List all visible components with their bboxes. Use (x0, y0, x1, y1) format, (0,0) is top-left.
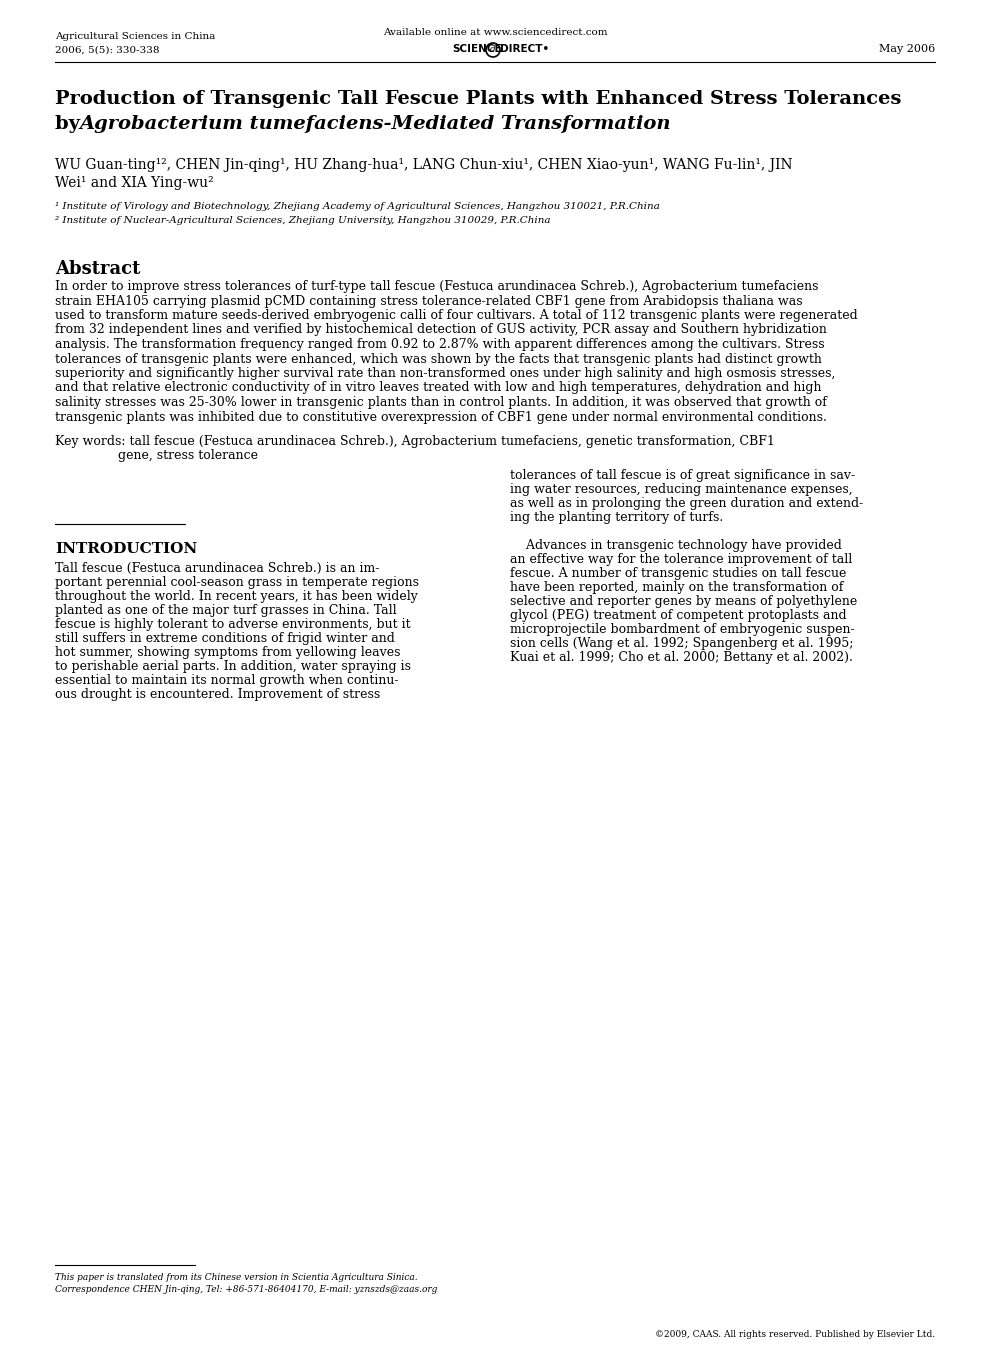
Text: ing the planting territory of turfs.: ing the planting territory of turfs. (510, 512, 724, 524)
Text: May 2006: May 2006 (879, 45, 935, 54)
Text: ² Institute of Nuclear-Agricultural Sciences, Zhejiang University, Hangzhou 3100: ² Institute of Nuclear-Agricultural Scie… (55, 216, 550, 225)
Text: ing water resources, reducing maintenance expenses,: ing water resources, reducing maintenanc… (510, 483, 852, 495)
Text: transgenic plants was inhibited due to constitutive overexpression of CBF1 gene : transgenic plants was inhibited due to c… (55, 410, 827, 424)
Text: Agricultural Sciences in China: Agricultural Sciences in China (55, 32, 216, 40)
Text: sion cells (Wang et al. 1992; Spangenberg et al. 1995;: sion cells (Wang et al. 1992; Spangenber… (510, 637, 853, 649)
Text: strain EHA105 carrying plasmid pCMD containing stress tolerance-related CBF1 gen: strain EHA105 carrying plasmid pCMD cont… (55, 294, 803, 308)
Text: to perishable aerial parts. In addition, water spraying is: to perishable aerial parts. In addition,… (55, 660, 411, 674)
Text: still suffers in extreme conditions of frigid winter and: still suffers in extreme conditions of f… (55, 632, 395, 645)
Text: Correspondence CHEN Jin-qing, Tel: +86-571-86404170, E-mail: yznszds@zaas.org: Correspondence CHEN Jin-qing, Tel: +86-5… (55, 1285, 438, 1295)
Text: Abstract: Abstract (55, 261, 141, 278)
Text: glycol (PEG) treatment of competent protoplasts and: glycol (PEG) treatment of competent prot… (510, 609, 846, 622)
Text: microprojectile bombardment of embryogenic suspen-: microprojectile bombardment of embryogen… (510, 622, 854, 636)
Text: planted as one of the major turf grasses in China. Tall: planted as one of the major turf grasses… (55, 603, 397, 617)
Text: fescue is highly tolerant to adverse environments, but it: fescue is highly tolerant to adverse env… (55, 618, 411, 630)
Text: and that relative electronic conductivity of in vitro leaves treated with low an: and that relative electronic conductivit… (55, 382, 822, 394)
Text: Wei¹ and XIA Ying-wu²: Wei¹ and XIA Ying-wu² (55, 176, 214, 190)
Text: ous drought is encountered. Improvement of stress: ous drought is encountered. Improvement … (55, 688, 380, 701)
Text: ©2009, CAAS. All rights reserved. Published by Elsevier Ltd.: ©2009, CAAS. All rights reserved. Publis… (654, 1330, 935, 1339)
Text: as well as in prolonging the green duration and extend-: as well as in prolonging the green durat… (510, 497, 863, 510)
Text: INTRODUCTION: INTRODUCTION (55, 541, 197, 556)
Text: tolerances of transgenic plants were enhanced, which was shown by the facts that: tolerances of transgenic plants were enh… (55, 352, 822, 366)
Text: WU Guan-ting¹², CHEN Jin-qing¹, HU Zhang-hua¹, LANG Chun-xiu¹, CHEN Xiao-yun¹, W: WU Guan-ting¹², CHEN Jin-qing¹, HU Zhang… (55, 158, 793, 171)
Text: This paper is translated from its Chinese version in Scientia Agricultura Sinica: This paper is translated from its Chines… (55, 1273, 418, 1282)
Text: from 32 independent lines and verified by histochemical detection of GUS activit: from 32 independent lines and verified b… (55, 324, 827, 336)
Text: SCIENCE: SCIENCE (452, 45, 502, 54)
Text: selective and reporter genes by means of polyethylene: selective and reporter genes by means of… (510, 595, 857, 608)
Text: portant perennial cool-season grass in temperate regions: portant perennial cool-season grass in t… (55, 576, 419, 589)
Text: throughout the world. In recent years, it has been widely: throughout the world. In recent years, i… (55, 590, 418, 603)
Text: Kuai et al. 1999; Cho et al. 2000; Bettany et al. 2002).: Kuai et al. 1999; Cho et al. 2000; Betta… (510, 651, 852, 664)
Text: Key words: tall fescue (Festuca arundinacea Schreb.), Agrobacterium tumefaciens,: Key words: tall fescue (Festuca arundina… (55, 435, 775, 448)
Text: Production of Transgenic Tall Fescue Plants with Enhanced Stress Tolerances: Production of Transgenic Tall Fescue Pla… (55, 90, 901, 108)
Text: hot summer, showing symptoms from yellowing leaves: hot summer, showing symptoms from yellow… (55, 647, 401, 659)
Text: Advances in transgenic technology have provided: Advances in transgenic technology have p… (510, 539, 842, 552)
Text: salinity stresses was 25-30% lower in transgenic plants than in control plants. : salinity stresses was 25-30% lower in tr… (55, 396, 827, 409)
Text: have been reported, mainly on the transformation of: have been reported, mainly on the transf… (510, 580, 843, 594)
Text: essential to maintain its normal growth when continu-: essential to maintain its normal growth … (55, 674, 399, 687)
Text: In order to improve stress tolerances of turf-type tall fescue (Festuca arundina: In order to improve stress tolerances of… (55, 279, 819, 293)
Text: Available online at www.sciencedirect.com: Available online at www.sciencedirect.co… (383, 28, 607, 36)
Text: an effective way for the tolerance improvement of tall: an effective way for the tolerance impro… (510, 554, 852, 566)
Text: ¹ Institute of Virology and Biotechnology, Zhejiang Academy of Agricultural Scie: ¹ Institute of Virology and Biotechnolog… (55, 202, 659, 211)
Text: Agrobacterium tumefaciens-Mediated Transformation: Agrobacterium tumefaciens-Mediated Trans… (80, 115, 671, 134)
Text: gene, stress tolerance: gene, stress tolerance (118, 450, 258, 463)
Text: 2006, 5(5): 330-338: 2006, 5(5): 330-338 (55, 46, 159, 55)
Text: analysis. The transformation frequency ranged from 0.92 to 2.87% with apparent d: analysis. The transformation frequency r… (55, 338, 825, 351)
Text: used to transform mature seeds-derived embryogenic calli of four cultivars. A to: used to transform mature seeds-derived e… (55, 309, 857, 323)
Text: fescue. A number of transgenic studies on tall fescue: fescue. A number of transgenic studies o… (510, 567, 846, 580)
Text: superiority and significantly higher survival rate than non-transformed ones und: superiority and significantly higher sur… (55, 367, 836, 379)
Text: by: by (55, 115, 87, 134)
Text: Tall fescue (Festuca arundinacea Schreb.) is an im-: Tall fescue (Festuca arundinacea Schreb.… (55, 562, 379, 575)
Text: DIRECT•: DIRECT• (500, 45, 549, 54)
Text: tolerances of tall fescue is of great significance in sav-: tolerances of tall fescue is of great si… (510, 468, 855, 482)
Text: d: d (490, 46, 496, 54)
